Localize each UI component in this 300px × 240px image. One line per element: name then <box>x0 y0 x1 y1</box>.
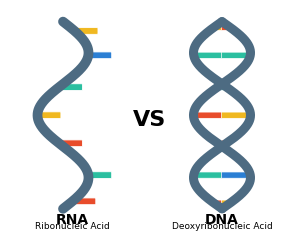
Text: RNA: RNA <box>56 213 88 227</box>
Text: VS: VS <box>134 110 166 130</box>
Text: Deoxyribonucleic Acid: Deoxyribonucleic Acid <box>172 222 272 231</box>
FancyBboxPatch shape <box>221 24 231 30</box>
FancyBboxPatch shape <box>193 172 223 178</box>
FancyBboxPatch shape <box>193 52 223 58</box>
FancyBboxPatch shape <box>221 140 227 146</box>
FancyBboxPatch shape <box>217 84 223 90</box>
FancyBboxPatch shape <box>87 172 112 179</box>
FancyBboxPatch shape <box>221 172 251 178</box>
FancyBboxPatch shape <box>74 28 98 34</box>
FancyBboxPatch shape <box>87 52 112 59</box>
FancyBboxPatch shape <box>221 84 227 90</box>
FancyBboxPatch shape <box>217 140 223 146</box>
Text: Ribonucleic Acid: Ribonucleic Acid <box>34 222 110 231</box>
FancyBboxPatch shape <box>193 112 223 118</box>
FancyBboxPatch shape <box>58 140 82 147</box>
Text: DNA: DNA <box>205 213 239 227</box>
FancyBboxPatch shape <box>221 200 231 206</box>
FancyBboxPatch shape <box>221 52 251 58</box>
FancyBboxPatch shape <box>213 200 223 206</box>
FancyBboxPatch shape <box>213 24 223 30</box>
FancyBboxPatch shape <box>71 198 96 205</box>
FancyBboxPatch shape <box>37 112 61 119</box>
FancyBboxPatch shape <box>221 112 251 118</box>
FancyBboxPatch shape <box>58 84 82 90</box>
